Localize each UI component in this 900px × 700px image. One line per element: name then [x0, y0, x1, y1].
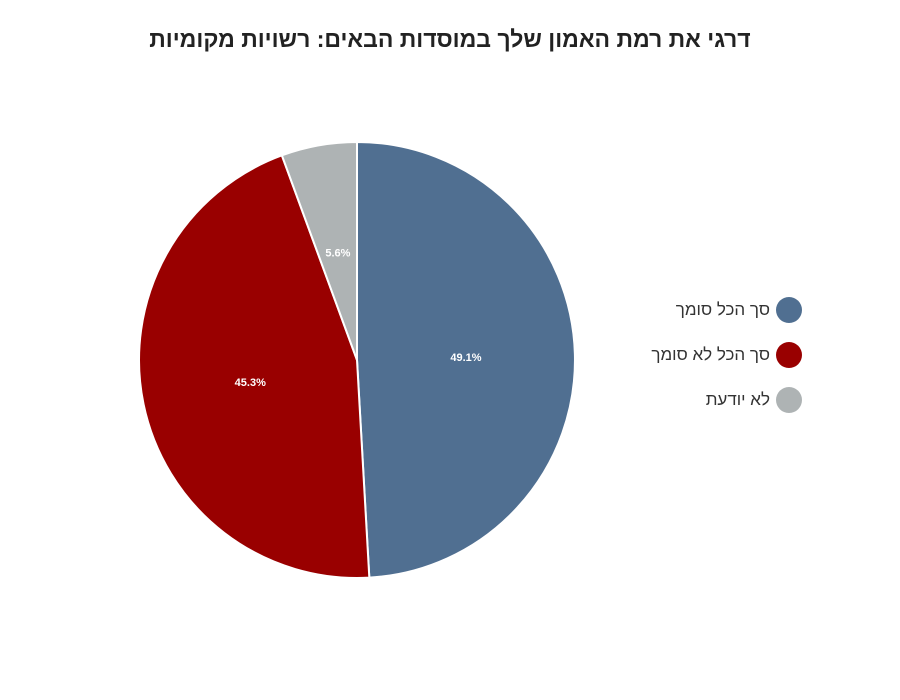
legend-marker-total-distrust — [776, 341, 802, 368]
pie-slices — [138, 141, 576, 579]
legend-label: סך הכל לא סומך — [651, 344, 770, 364]
pie-slice-total-distrust[interactable] — [138, 154, 371, 579]
pie-label-total-distrust: 45.3% — [235, 377, 266, 389]
pie-label-total-trust: 49.1% — [450, 352, 481, 364]
pie-labels: 49.1% 45.3% 5.6% — [235, 248, 482, 389]
legend-label: סך הכל סומך — [675, 299, 770, 319]
chart-title: דרגי את רמת האמון שלך במוסדות הבאים: רשו… — [149, 26, 751, 52]
pie-slice-dont-know[interactable] — [280, 141, 358, 361]
legend-marker-dont-know — [776, 386, 802, 413]
legend-item-total-trust[interactable]: סך הכל סומך — [560, 296, 802, 323]
legend-label: לא יודעת — [705, 389, 770, 409]
legend-item-total-distrust[interactable]: סך הכל לא סומך — [560, 341, 802, 368]
legend: סך הכל סומך סך הכל לא סומך לא יודעת — [560, 296, 802, 431]
pie-label-dont-know: 5.6% — [325, 248, 350, 260]
pie-slice-total-trust[interactable] — [356, 141, 576, 579]
legend-marker-total-trust — [776, 296, 802, 323]
legend-item-dont-know[interactable]: לא יודעת — [560, 386, 802, 413]
